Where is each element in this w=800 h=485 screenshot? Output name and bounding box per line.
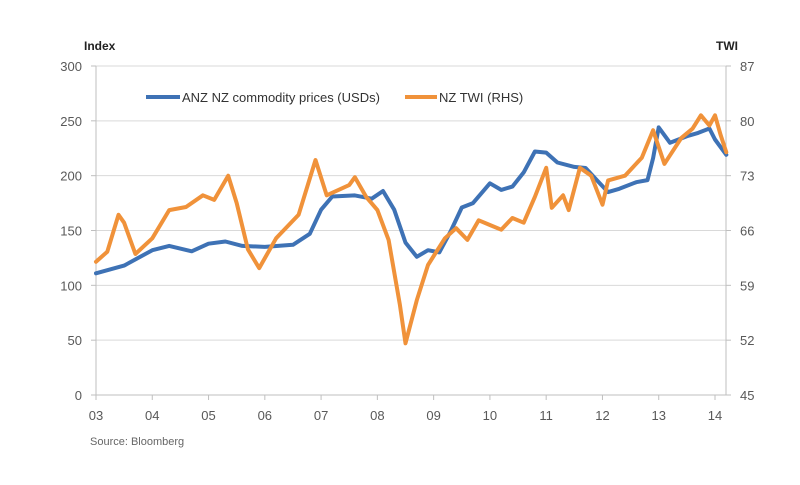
x-axis-tick-label: 06 xyxy=(258,408,272,423)
x-axis-tick-label: 14 xyxy=(708,408,722,423)
legend-label-twi: NZ TWI (RHS) xyxy=(439,90,523,105)
x-axis-tick-label: 07 xyxy=(314,408,328,423)
left-axis-title: Index xyxy=(84,39,116,53)
x-axis-tick-label: 03 xyxy=(89,408,103,423)
series-line-commodity-prices xyxy=(94,125,729,276)
left-axis-tick-label: 150 xyxy=(60,224,82,239)
series-group xyxy=(94,113,729,346)
x-axis-tick-label: 09 xyxy=(426,408,440,423)
right-axis-title: TWI xyxy=(716,39,738,53)
right-axis-tick-label: 52 xyxy=(740,333,754,348)
legend-label-commodity: ANZ NZ commodity prices (USDs) xyxy=(182,90,380,105)
x-axis-tick-label: 11 xyxy=(539,408,553,423)
x-axis-tick-label: 10 xyxy=(483,408,497,423)
right-axis-tick-label: 80 xyxy=(740,114,754,129)
left-axis-tick-label: 200 xyxy=(60,169,82,184)
source-note: Source: Bloomberg xyxy=(90,436,184,448)
left-axis-tick-label: 0 xyxy=(75,388,82,403)
x-axis-tick-label: 12 xyxy=(595,408,609,423)
x-axis-tick-label: 13 xyxy=(651,408,665,423)
right-axis-tick-label: 59 xyxy=(740,278,754,293)
right-axis-tick-label: 73 xyxy=(740,169,754,184)
right-axis-tick-label: 66 xyxy=(740,224,754,239)
x-axis-tick-label: 05 xyxy=(201,408,215,423)
legend: ANZ NZ commodity prices (USDs) NZ TWI (R… xyxy=(146,90,523,105)
x-axis-tick-label: 08 xyxy=(370,408,384,423)
left-axis-tick-label: 100 xyxy=(60,278,82,293)
gridlines xyxy=(96,65,726,341)
left-axis-tick-label: 300 xyxy=(60,59,82,74)
series-line-nz-twi xyxy=(94,113,729,346)
x-axis-tick-label: 04 xyxy=(145,408,159,423)
right-axis-tick-label: 87 xyxy=(740,59,754,74)
left-axis-tick-label: 250 xyxy=(60,114,82,129)
left-axis-tick-label: 50 xyxy=(68,333,82,348)
axes: 0 50 100 150 200 250 300 45 52 59 66 73 80 87 03 04 05 06… xyxy=(60,59,754,423)
right-axis-tick-label: 45 xyxy=(740,388,754,403)
